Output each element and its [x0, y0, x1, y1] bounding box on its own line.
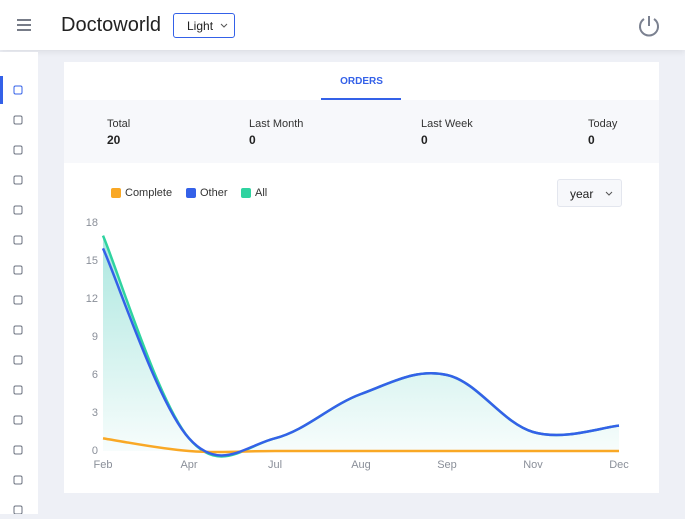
y-tick-label: 15 [86, 255, 98, 267]
theme-label: Light [187, 19, 214, 33]
stat-label: Last Week [421, 118, 473, 130]
tab-underline [321, 98, 401, 101]
x-tick-label: Aug [351, 459, 371, 471]
period-label: year [570, 187, 594, 201]
menu-button[interactable] [16, 18, 32, 32]
stat: Total 20 [107, 118, 130, 147]
y-tick-label: 6 [92, 369, 98, 381]
chevron [220, 23, 228, 28]
nav-icon[interactable] [13, 235, 23, 245]
legend-swatch [111, 188, 121, 198]
nav-icon[interactable] [13, 385, 23, 395]
area [103, 235, 619, 457]
x-tick-label: Apr [180, 459, 197, 471]
app-title: Doctoworld [61, 14, 162, 36]
stats-bar: Total 20 Last Month 0 Last Week 0 Today 0 [64, 100, 659, 163]
stat: Last Month 0 [249, 118, 303, 147]
nav-icon[interactable] [13, 115, 23, 125]
sidebar [0, 52, 38, 515]
orders-card: ORDERS Total 20 Last Month 0 Last Week 0 To… [64, 62, 659, 493]
y-tick-label: 12 [86, 293, 98, 305]
x-tick-label: Nov [523, 459, 543, 471]
stat-label: Today [588, 118, 618, 130]
tab[interactable]: ORDERS [340, 76, 383, 87]
stat-value: 20 [107, 133, 121, 147]
stat-label: Total [107, 118, 131, 130]
theme-select[interactable]: Light [173, 13, 235, 38]
x-tick-label: Dec [609, 459, 629, 471]
y-tick-label: 9 [92, 331, 98, 343]
line [102, 437, 619, 454]
stat: Last Week 0 [421, 118, 473, 147]
nav-icon[interactable] [13, 175, 23, 185]
stat-value: 0 [588, 133, 595, 147]
nav-icon[interactable] [13, 145, 23, 155]
legend-swatch [186, 188, 196, 198]
header: Doctoworld Light [0, 0, 685, 50]
nav-icon[interactable] [13, 355, 23, 365]
power-button[interactable] [637, 14, 661, 38]
nav-icon[interactable] [13, 475, 23, 485]
x-tick-label: Feb [94, 459, 113, 471]
legend-label: Complete [125, 187, 172, 199]
nav-icon[interactable] [13, 205, 23, 215]
y-tick-label: 3 [92, 407, 98, 419]
chevron [605, 191, 613, 196]
nav-icon[interactable] [13, 505, 23, 515]
nav-icon[interactable] [13, 445, 23, 455]
stat: Today 0 [588, 118, 617, 147]
sidebar-icons [0, 76, 23, 515]
legend-label: All [255, 187, 267, 199]
x-tick-label: Jul [268, 459, 282, 471]
stat-label: Last Month [249, 118, 304, 130]
stat-value: 0 [421, 133, 428, 147]
y-tick-label: 18 [86, 217, 98, 229]
period-select[interactable]: year [557, 179, 622, 207]
legend-label: Other [200, 187, 228, 199]
active-indicator [0, 76, 3, 104]
nav-icon[interactable] [13, 85, 23, 95]
stat-value: 0 [249, 133, 256, 147]
nav-icon[interactable] [13, 325, 23, 335]
nav-icon[interactable] [13, 265, 23, 275]
y-tick-label: 0 [92, 445, 98, 457]
legend-swatch [241, 188, 251, 198]
x-tick-label: Sep [437, 459, 457, 471]
nav-icon[interactable] [13, 295, 23, 305]
line [101, 247, 620, 457]
chart: 0 3 6 9 12 15 18 Feb Apr Jul Aug Sep Nov Dec Complete O… [86, 187, 630, 471]
nav-icon[interactable] [13, 415, 23, 425]
